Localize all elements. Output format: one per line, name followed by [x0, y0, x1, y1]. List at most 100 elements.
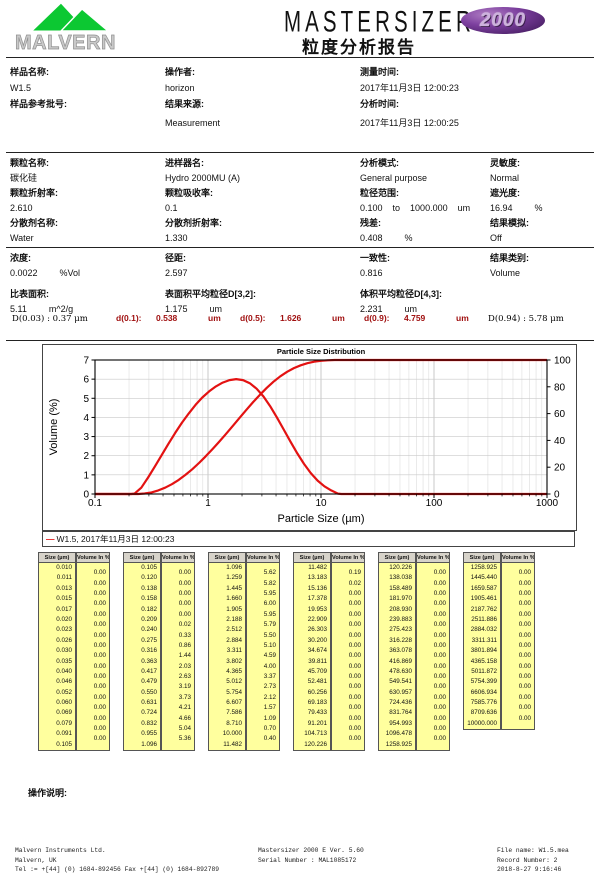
volume-cell: 5.50	[263, 631, 276, 639]
obscuration-label: 遮光度:	[490, 188, 520, 198]
volume-cell: 4.21	[178, 704, 191, 712]
result-type-value: Volume	[490, 268, 521, 278]
d10-label: d(0.1):	[116, 313, 142, 323]
size-cell: 26.303	[307, 626, 327, 634]
size-volume-table: Size (µm) 1258.925 1445.440 1659.587 1905.46…	[463, 552, 535, 731]
volume-cell: 0.00	[93, 735, 106, 743]
size-range-label: 粒径范围:	[360, 188, 399, 198]
setup-col-4: 灵敏度: Normal 遮光度: 16.94% 结果模拟: Off	[490, 156, 595, 246]
chart-canvas: 0.1 1 10 100 100001234567020406080100Particl…	[48, 347, 571, 525]
size-cell: 22.909	[307, 615, 327, 623]
product-title: MASTERSIZER	[283, 5, 475, 39]
d10-unit: um	[208, 313, 221, 323]
size-cell: 1258.925	[470, 564, 497, 571]
size-header: Size (µm)	[208, 552, 246, 563]
size-cell: 19.953	[307, 605, 327, 613]
setup-col-2: 进样器名: Hydro 2000MU (A) 颗粒吸收率: 0.1 分散剂折射率…	[165, 156, 350, 246]
d90-unit: um	[456, 313, 469, 323]
volume-cell: 0.00	[518, 662, 531, 670]
particle-name-label: 颗粒名称:	[10, 158, 49, 168]
volume-cell: 0.00	[433, 683, 446, 691]
volume-header: Volume In %	[161, 552, 195, 563]
size-cell: 0.105	[56, 740, 72, 748]
size-cell: 0.013	[56, 584, 72, 592]
d003-value: D(0.03) : 0.37 μm	[12, 314, 88, 324]
volume-cell: 5.82	[263, 579, 276, 587]
size-cell: 0.017	[56, 605, 72, 613]
volume-cell: 0.00	[518, 569, 531, 577]
size-cell: 2.512	[226, 626, 242, 634]
footer-file-line: Record Number: 2	[497, 856, 558, 864]
size-cell: 954.993	[389, 719, 412, 727]
volume-cell: 0.00	[348, 714, 361, 722]
volume-cell: 0.40	[263, 735, 276, 743]
size-column: Size (µm) 1258.925 1445.440 1659.587 1905.46…	[463, 552, 501, 731]
size-cell: 5011.872	[471, 667, 497, 675]
size-header: Size (µm)	[463, 552, 501, 563]
volume-cell: 5.95	[263, 610, 276, 618]
volume-column: Volume In % 0.00 0.00 0.00 0.00 0.00 0.02 0.33 0…	[161, 552, 195, 752]
particle-size-distribution-chart: 0.1 1 10 100 1000 0 1 2 3 4 5 6 7 0 20 40 60 80 100 Particl…	[42, 344, 577, 531]
volume-cell: 0.00	[93, 641, 106, 649]
footer-company-line: Malvern, UK	[15, 856, 57, 864]
volume-cell: 0.00	[93, 652, 106, 660]
size-cell: 0.158	[141, 595, 157, 603]
size-cell: 630.957	[389, 688, 412, 696]
size-cell: 0.724	[141, 709, 157, 717]
volume-cell: 0.00	[518, 631, 531, 639]
volume-cell: 0.00	[178, 579, 191, 587]
size-cell: 5.754	[226, 688, 242, 696]
time-block: 测量时间: 2017年11月3日 12:00:23 分析时间: 2017年11月…	[360, 64, 590, 131]
volume-cell: 0.00	[518, 683, 531, 691]
size-cell: 724.436	[389, 699, 412, 707]
svg-text:100: 100	[554, 356, 571, 367]
volume-cell: 1.09	[263, 714, 276, 722]
volume-cell: 0.00	[348, 589, 361, 597]
footer-file-line: 2018-8-27 9:16:46	[497, 866, 562, 873]
volume-cell: 5.62	[263, 569, 276, 577]
sample-ref-label: 样品参考批号:	[10, 99, 67, 109]
size-cell: 91.201	[307, 719, 327, 727]
size-volume-table: Size (µm) 0.010 0.011 0.013 0.015 0.017 0.020 0…	[38, 552, 110, 752]
chart-ylabel: Volume (%)	[48, 399, 60, 456]
svg-text:1: 1	[205, 498, 211, 509]
svg-text:1: 1	[83, 470, 89, 481]
malvern-logo: MALVERN	[14, 2, 120, 54]
volume-cell: 0.00	[348, 600, 361, 608]
size-cell: 0.030	[56, 647, 72, 655]
measured-time-value: 2017年11月3日 12:00:23	[360, 83, 459, 93]
size-header: Size (µm)	[378, 552, 416, 563]
volume-body: 0.00 0.00 0.00 0.00 0.00 0.00 0.00 0.00 0.00 0.00…	[416, 563, 450, 752]
size-cell: 1.096	[226, 564, 242, 571]
size-cell: 0.079	[56, 719, 72, 727]
size-column: Size (µm) 11.482 13.183 15.136 17.378 19.953 2…	[293, 552, 331, 752]
size-cell: 239.883	[389, 615, 412, 623]
volume-cell: 0.00	[433, 725, 446, 733]
volume-cell: 0.00	[433, 714, 446, 722]
operator-block: 操作者: horizon 结果来源: Measurement	[165, 64, 355, 131]
volume-cell: 3.73	[178, 693, 191, 701]
size-cell: 69.183	[307, 699, 327, 707]
size-body: 1258.925 1445.440 1659.587 1905.461 2187.762…	[463, 563, 501, 731]
sensitivity-label: 灵敏度:	[490, 158, 520, 168]
divider	[6, 340, 594, 342]
operator-value: horizon	[165, 83, 195, 93]
dispersant-name-value: Water	[10, 233, 34, 243]
size-cell: 0.955	[141, 730, 157, 738]
size-cell: 1445.440	[470, 574, 497, 582]
size-cell: 208.930	[389, 605, 412, 613]
volume-cell: 0.00	[93, 610, 106, 618]
operation-notes-label: 操作说明:	[28, 788, 67, 798]
svg-text:0: 0	[554, 490, 560, 501]
volume-header: Volume In %	[416, 552, 450, 563]
result-emulation-value: Off	[490, 233, 502, 243]
footer-company-line: Malvern Instruments Ltd.	[15, 847, 106, 854]
size-cell: 104.713	[304, 730, 327, 738]
size-cell: 1258.925	[385, 740, 412, 748]
footer-instrument-line: Mastersizer 2000 E Ver. 5.60	[258, 847, 364, 854]
size-cell: 0.069	[56, 709, 72, 717]
chart-title: Particle Size Distribution	[277, 347, 366, 356]
volume-spacer	[77, 745, 109, 750]
size-cell: 3311.311	[471, 636, 497, 644]
